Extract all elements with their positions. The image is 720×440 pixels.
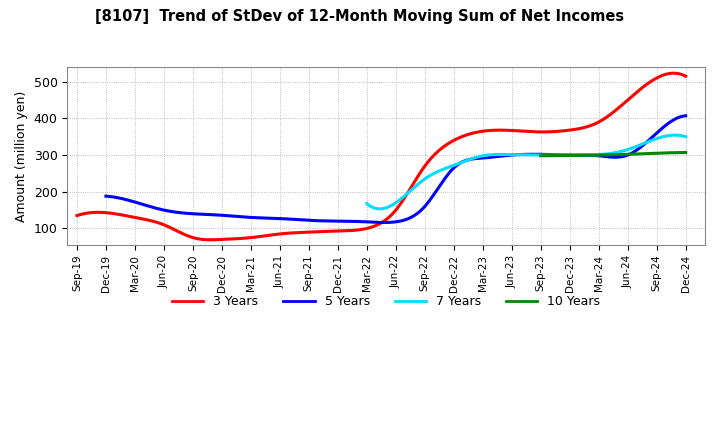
10 Years bbox=[659, 150, 667, 156]
7 Years bbox=[552, 152, 561, 158]
3 Years bbox=[207, 237, 215, 242]
7 Years bbox=[681, 134, 690, 139]
5 Years bbox=[104, 194, 112, 199]
10 Years bbox=[537, 153, 546, 158]
5 Years bbox=[459, 159, 467, 165]
10 Years bbox=[623, 152, 631, 157]
10 Years bbox=[667, 150, 676, 155]
3 Years bbox=[626, 95, 635, 100]
5 Years bbox=[629, 150, 638, 155]
7 Years bbox=[554, 152, 562, 158]
10 Years bbox=[622, 152, 631, 157]
Y-axis label: Amount (million yen): Amount (million yen) bbox=[15, 90, 28, 222]
7 Years bbox=[362, 201, 371, 206]
3 Years bbox=[588, 122, 596, 128]
3 Years bbox=[75, 213, 84, 218]
7 Years bbox=[652, 136, 661, 141]
5 Years bbox=[449, 166, 457, 171]
Line: 10 Years: 10 Years bbox=[541, 153, 685, 156]
5 Years bbox=[681, 113, 690, 118]
Line: 7 Years: 7 Years bbox=[366, 135, 685, 209]
10 Years bbox=[681, 150, 690, 155]
5 Years bbox=[446, 168, 455, 173]
7 Years bbox=[375, 206, 384, 212]
Text: [8107]  Trend of StDev of 12-Month Moving Sum of Net Incomes: [8107] Trend of StDev of 12-Month Moving… bbox=[96, 9, 624, 24]
3 Years bbox=[669, 70, 678, 76]
7 Years bbox=[364, 202, 372, 207]
3 Years bbox=[73, 213, 81, 218]
Legend: 3 Years, 5 Years, 7 Years, 10 Years: 3 Years, 5 Years, 7 Years, 10 Years bbox=[167, 290, 606, 313]
5 Years bbox=[381, 220, 390, 225]
Line: 5 Years: 5 Years bbox=[106, 116, 685, 223]
10 Years bbox=[536, 153, 545, 158]
7 Years bbox=[559, 152, 567, 158]
7 Years bbox=[632, 144, 641, 149]
Line: 3 Years: 3 Years bbox=[77, 73, 685, 240]
3 Years bbox=[681, 73, 690, 79]
3 Years bbox=[447, 139, 456, 144]
5 Years bbox=[592, 153, 600, 158]
7 Years bbox=[671, 132, 680, 138]
3 Years bbox=[435, 147, 444, 153]
10 Years bbox=[625, 152, 634, 157]
5 Years bbox=[102, 194, 110, 199]
3 Years bbox=[437, 146, 446, 151]
